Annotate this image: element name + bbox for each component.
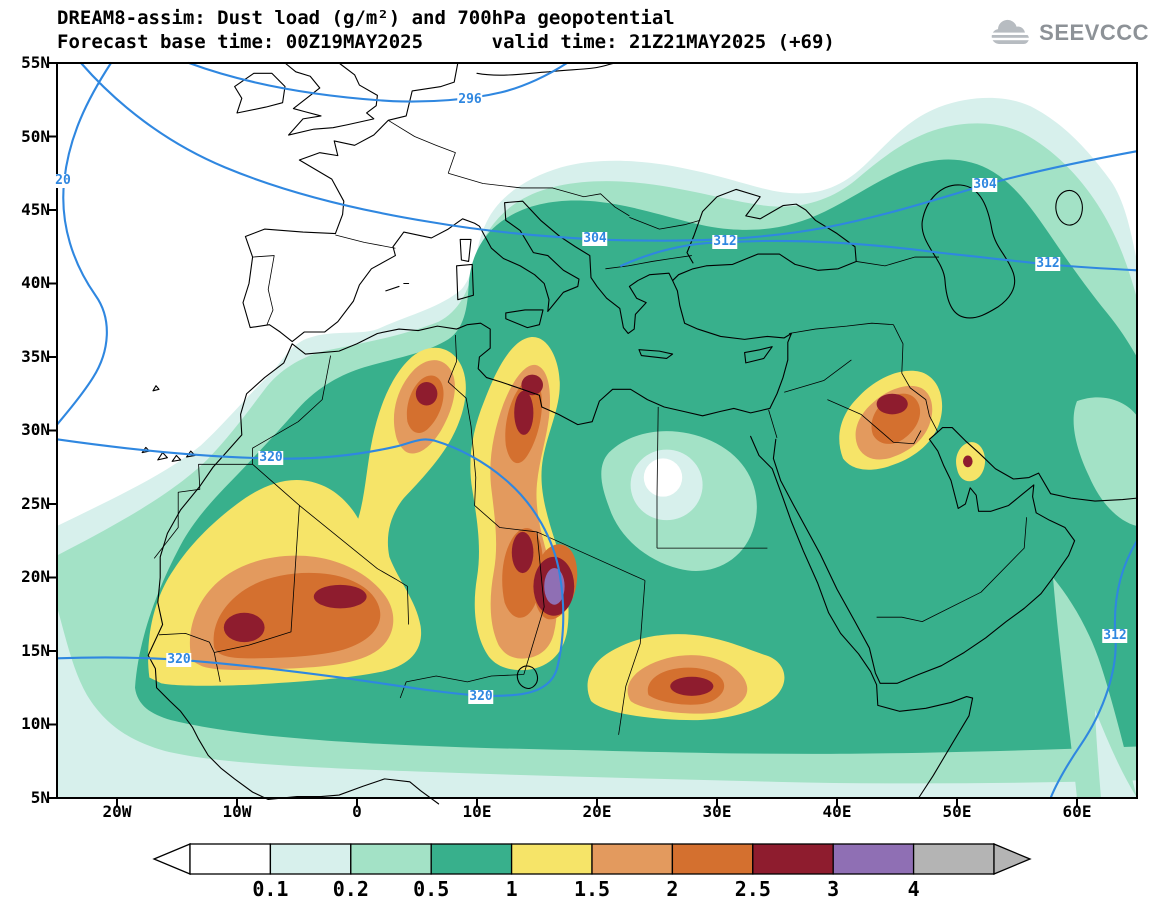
dust-core (670, 676, 714, 696)
dust-core (313, 584, 367, 609)
dust-core (521, 374, 543, 396)
geopotential-contour-label: 320 (468, 689, 494, 704)
colorbar-cell (832, 843, 915, 875)
x-axis-label: 10W (222, 802, 252, 821)
colorbar-cell (510, 843, 593, 875)
dust-core (223, 612, 265, 643)
x-axis-label: 20E (582, 802, 612, 821)
dust-core (963, 455, 973, 468)
y-axis-label: 50N (21, 127, 50, 146)
dust-fill-layer (57, 97, 1137, 798)
colorbar-label: 2.5 (735, 877, 771, 901)
dust-hole-egypt-white (643, 458, 683, 497)
geopotential-contour-label: 312 (1102, 628, 1128, 643)
dust-core (415, 381, 438, 406)
colorbar-cell (430, 843, 513, 875)
map-plot (37, 53, 1157, 818)
y-axis-label: 5N (30, 788, 50, 807)
colorbar-cell (269, 843, 352, 875)
left-tick-marks (48, 62, 57, 799)
colorbar-label: 2 (666, 877, 678, 901)
y-axis-label: 45N (21, 200, 50, 219)
border-layer (154, 120, 1026, 734)
colorbar-label: 0.2 (333, 877, 369, 901)
geopotential-contour-label: 320 (166, 652, 192, 667)
dust-core (511, 531, 534, 574)
colorbar-arrow-left (152, 843, 191, 875)
y-axis-label: 55N (21, 53, 50, 72)
geopotential-contour-label: 304 (582, 231, 608, 246)
x-axis-label: 10E (462, 802, 492, 821)
colorbar-label: 0.5 (413, 877, 449, 901)
mediterranean-africa-coastline (148, 201, 1137, 804)
dust-hole-corner (1095, 709, 1137, 798)
colorbar-label: 0.1 (252, 877, 288, 901)
dust-hole-arabian-sea (1053, 577, 1137, 798)
cloud-icon (987, 19, 1034, 45)
geopotential-contour-label: 20 (54, 173, 72, 188)
x-axis-label: 30E (702, 802, 732, 821)
dust-hole-east (1073, 397, 1137, 527)
europe-coastline (235, 63, 615, 234)
dust-cores-2p5 (223, 374, 973, 696)
colorbar-arrow-right (993, 843, 1032, 875)
x-axis-label: 20W (102, 802, 132, 821)
y-axis-label: 10N (21, 714, 50, 733)
geopotential-contour-label: 312 (1035, 256, 1061, 271)
logo-text: SEEVCCC (1039, 20, 1149, 45)
x-axis-label: 0 (352, 802, 362, 821)
colorbar-cell (752, 843, 834, 875)
y-axis-label: 35N (21, 347, 50, 366)
colorbar-cell (591, 843, 674, 875)
country-borders (154, 120, 1026, 734)
colorbar-label: 1 (506, 877, 518, 901)
colorbar-label: 4 (908, 877, 920, 901)
colorbar-cell (189, 843, 272, 875)
bottom-tick-marks (116, 798, 1078, 807)
colorbar: 0.1 0.2 0.5 1 1.5 2 2.5 3 4 (152, 843, 1032, 901)
x-axis-label: 40E (822, 802, 852, 821)
x-axis-label: 60E (1062, 802, 1092, 821)
dust-core (876, 393, 908, 415)
colorbar-cell (671, 843, 754, 875)
colorbar-cell (350, 843, 432, 875)
y-axis-label: 25N (21, 494, 50, 513)
colorbar-label: 1.5 (574, 877, 610, 901)
seevccc-logo: SEEVCCC (987, 18, 1149, 48)
colorbar-cell (912, 843, 995, 875)
islands-coastline (142, 239, 772, 461)
y-axis-label: 40N (21, 273, 50, 292)
chart-title: DREAM8-assim: Dust load (g/m²) and 700hP… (57, 7, 675, 29)
y-axis-label: 20N (21, 567, 50, 586)
geopotential-contour-label: 320 (258, 450, 284, 465)
dust-core (514, 390, 534, 435)
colorbar-label: 3 (827, 877, 839, 901)
x-axis-label: 50E (942, 802, 972, 821)
geopotential-contour-label: 304 (972, 177, 998, 192)
geopotential-contour-label: 312 (712, 234, 738, 249)
y-axis-label: 30N (21, 420, 50, 439)
y-axis-label: 15N (21, 641, 50, 660)
geopotential-contour-label: 296 (457, 92, 483, 107)
plot-frame (56, 62, 1138, 799)
chart-subtitle: Forecast base time: 00Z19MAY2025 valid t… (57, 31, 835, 53)
